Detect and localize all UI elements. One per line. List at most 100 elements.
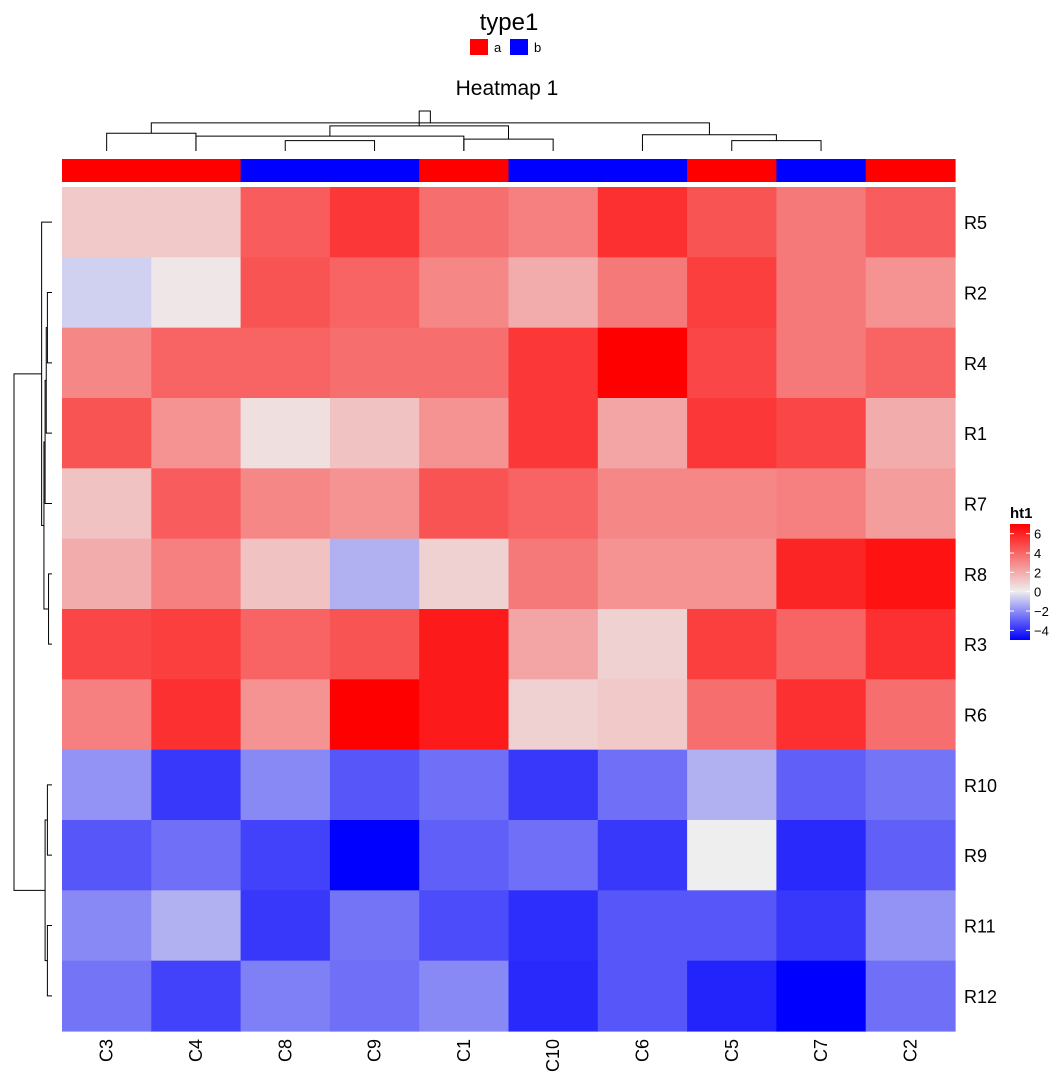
legend-label-b: b xyxy=(534,40,541,55)
heatmap-cell xyxy=(687,187,777,258)
legend-label-a: a xyxy=(494,40,502,55)
heatmap-cell xyxy=(865,679,956,751)
annotation-cell xyxy=(329,159,420,182)
heatmap-cell xyxy=(597,679,688,751)
row-dendrogram xyxy=(13,221,52,997)
annotation-legend: type1 a b xyxy=(470,9,541,55)
heatmap-cell xyxy=(597,749,688,821)
heatmap-cell xyxy=(508,327,599,399)
heatmap-cell xyxy=(597,257,688,329)
annotation-cell xyxy=(62,159,152,182)
heatmap-cell xyxy=(508,398,599,469)
legend-swatch-a xyxy=(470,39,488,55)
heatmap-cell xyxy=(240,890,331,962)
dendrogram-branch xyxy=(150,122,710,135)
heatmap-cell xyxy=(240,960,331,1032)
heatmap-cell xyxy=(62,609,152,680)
heatmap-cell xyxy=(419,820,510,891)
row-label: R2 xyxy=(964,284,987,304)
color-scale-title: ht1 xyxy=(1010,505,1033,522)
row-label: R4 xyxy=(964,354,987,374)
heatmap-cell xyxy=(329,538,420,610)
annotation-cell xyxy=(419,159,510,182)
heatmap-cell xyxy=(597,327,688,399)
heatmap-cell xyxy=(865,468,956,540)
row-label: R8 xyxy=(964,565,987,585)
column-label: C6 xyxy=(632,1039,652,1062)
heatmap-cell xyxy=(687,327,777,399)
heatmap-cell xyxy=(597,187,688,258)
heatmap-cell xyxy=(240,679,331,751)
color-scale-tick-label: −2 xyxy=(1034,604,1049,619)
annotation-cell xyxy=(240,159,331,182)
heatmap-cell xyxy=(865,187,956,258)
color-scale-bar xyxy=(1010,524,1030,640)
heatmap-cell xyxy=(419,257,510,329)
color-scale-tick-label: −4 xyxy=(1034,623,1049,638)
dendrogram-branch xyxy=(641,134,777,151)
dendrogram-branch xyxy=(195,135,465,151)
heatmap-cell xyxy=(687,890,777,962)
heatmap-cell xyxy=(151,327,242,399)
heatmap-cell xyxy=(508,257,599,329)
heatmap-cell xyxy=(597,538,688,610)
dendrogram-branch xyxy=(731,140,822,151)
heatmap-cell xyxy=(62,468,152,540)
annotation-cell xyxy=(508,159,599,182)
heatmap-cell xyxy=(508,538,599,610)
column-labels: C3 C4 C8 C9 C1 C10 C6 C5 C7 C2 xyxy=(97,1039,921,1072)
heatmap-cell xyxy=(865,398,956,469)
row-label: R5 xyxy=(964,213,987,233)
heatmap-cell xyxy=(419,960,510,1032)
heatmap-cell xyxy=(776,257,867,329)
heatmap-cell xyxy=(687,468,777,540)
heatmap-cell xyxy=(687,257,777,329)
column-label: C3 xyxy=(97,1039,117,1062)
heatmap-cell xyxy=(329,609,420,680)
annotation-cell xyxy=(776,159,867,182)
heatmap-cell xyxy=(865,327,956,399)
heatmap-cell xyxy=(62,890,152,962)
heatmap-cell xyxy=(151,749,242,821)
heatmap-cell xyxy=(62,820,152,891)
heatmap-cell xyxy=(508,960,599,1032)
row-label: R12 xyxy=(964,987,997,1007)
row-label: R9 xyxy=(964,846,987,866)
dendrogram-branch xyxy=(284,140,376,151)
heatmap-cell xyxy=(62,538,152,610)
heatmap-cell xyxy=(151,257,242,329)
heatmap-cell xyxy=(865,609,956,680)
column-annotation-bar xyxy=(62,159,956,182)
heatmap-cell xyxy=(62,960,152,1032)
heatmap-cell xyxy=(329,749,420,821)
heatmap-cell xyxy=(240,327,331,399)
column-dendrogram xyxy=(106,110,822,151)
heatmap-cell xyxy=(62,257,152,329)
column-label: C9 xyxy=(365,1039,385,1062)
heatmap-cell xyxy=(687,820,777,891)
row-label: R6 xyxy=(964,706,987,726)
heatmap-cell xyxy=(240,749,331,821)
annotation-cell xyxy=(597,159,688,182)
heatmap-cell xyxy=(687,679,777,751)
dendrogram-branch xyxy=(43,441,49,610)
heatmap-cell xyxy=(329,468,420,540)
heatmap-cell xyxy=(597,960,688,1032)
heatmap-cell xyxy=(508,820,599,891)
heatmap-cell xyxy=(329,398,420,469)
column-label: C8 xyxy=(275,1039,295,1062)
heatmap-cell xyxy=(240,187,331,258)
heatmap-cell xyxy=(151,679,242,751)
heatmap-title: Heatmap 1 xyxy=(456,77,559,100)
heatmap-cell xyxy=(508,609,599,680)
heatmap-cell xyxy=(419,327,510,399)
heatmap-cell xyxy=(776,820,867,891)
heatmap-cell xyxy=(776,398,867,469)
color-scale-legend: ht1 6 4 2 0 −2 −4 xyxy=(1010,505,1049,640)
column-label: C1 xyxy=(454,1039,474,1062)
heatmap-cell xyxy=(329,187,420,258)
row-labels: R5 R2 R4 R1 R7 R8 R3 R6 R10 R9 R11 R12 xyxy=(964,213,997,1007)
heatmap-cell xyxy=(240,538,331,610)
dendrogram-branch xyxy=(418,110,431,126)
heatmap-cell xyxy=(151,468,242,540)
